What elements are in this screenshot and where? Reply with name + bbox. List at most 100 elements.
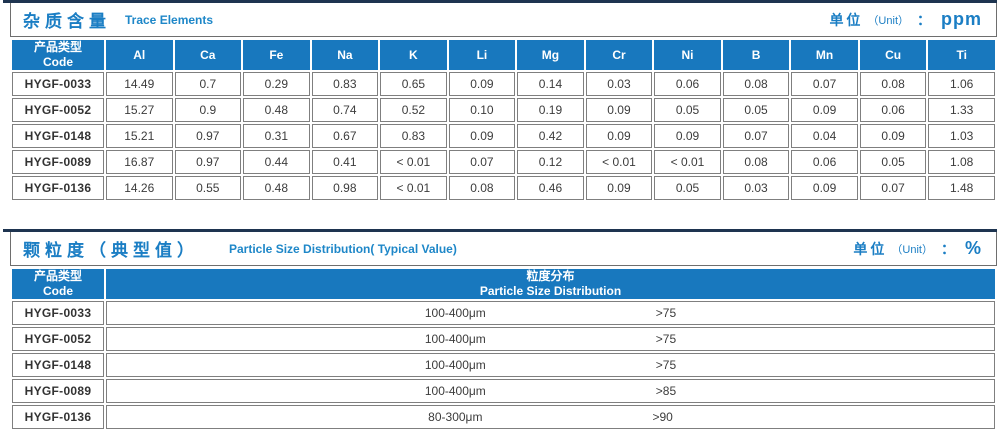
column-header-code-en: Code <box>43 284 73 298</box>
unit-label-zh: 单位 <box>829 11 864 28</box>
code-cell: HYGF-0089 <box>12 379 104 403</box>
value-cell: 14.26 <box>106 176 173 200</box>
value-cell: 0.09 <box>654 124 721 148</box>
value-cell: 0.42 <box>517 124 584 148</box>
column-header-code-en: Code <box>43 55 73 69</box>
value-cell: 0.05 <box>654 98 721 122</box>
column-header-code-zh: 产品类型 <box>33 40 82 54</box>
value-cell: 0.14 <box>517 72 584 96</box>
unit-indicator: 单位 （Unit） ： ppm <box>829 9 982 30</box>
column-header-mn: Mn <box>791 40 858 70</box>
particle-size-title-bar: 颗粒度（典型值） Particle Size Distribution( Typ… <box>10 232 997 266</box>
value-cell: 0.48 <box>243 176 310 200</box>
value-cell: 0.09 <box>791 176 858 200</box>
value-cell: 0.09 <box>791 98 858 122</box>
value-cell: 0.09 <box>585 98 653 122</box>
value-cell: 0.06 <box>859 98 927 122</box>
value-cell: 16.87 <box>106 150 173 174</box>
value-cell: 0.19 <box>517 98 584 122</box>
code-cell: HYGF-0136 <box>12 176 104 200</box>
distribution-cell: 100-400μm >75 <box>106 301 995 325</box>
section-title-en: Particle Size Distribution( Typical Valu… <box>229 241 457 256</box>
section-top-accent-bar <box>3 0 997 3</box>
table-row: HYGF-0136 80-300μm >90 <box>12 405 995 429</box>
trace-elements-section: 杂质含量 Trace Elements 单位 （Unit） ： ppm 产品类型… <box>3 0 997 202</box>
value-cell: 0.29 <box>243 72 310 96</box>
trace-elements-table: 产品类型 Code Al Ca Fe Na K Li Mg Cr Ni B Mn… <box>10 38 997 202</box>
table-row: HYGF-0052 15.27 0.9 0.48 0.74 0.52 0.10 … <box>12 98 995 122</box>
size-percentage: >75 <box>655 358 677 372</box>
column-header-na: Na <box>311 40 379 70</box>
distribution-cell: 80-300μm >90 <box>106 405 995 429</box>
value-cell: 0.31 <box>243 124 310 148</box>
value-cell: 0.03 <box>722 176 790 200</box>
size-percentage: >90 <box>652 410 673 424</box>
code-cell: HYGF-0148 <box>12 124 104 148</box>
column-header-ti: Ti <box>928 40 995 70</box>
value-cell: 0.07 <box>791 72 858 96</box>
code-cell: HYGF-0089 <box>12 150 104 174</box>
value-cell: 0.09 <box>585 176 653 200</box>
value-cell: 0.07 <box>859 176 927 200</box>
column-header-cr: Cr <box>585 40 653 70</box>
section-title: 颗粒度（典型值） Particle Size Distribution( Typ… <box>23 236 457 261</box>
column-header-ca: Ca <box>174 40 242 70</box>
code-cell: HYGF-0052 <box>12 327 104 351</box>
value-cell: 0.41 <box>311 150 379 174</box>
value-cell: 1.03 <box>928 124 995 148</box>
value-cell: 0.7 <box>174 72 242 96</box>
section-title: 杂质含量 Trace Elements <box>23 7 213 32</box>
column-header-distribution-en: Particle Size Distribution <box>479 284 622 298</box>
code-cell: HYGF-0052 <box>12 98 104 122</box>
value-cell: 14.49 <box>106 72 173 96</box>
section-title-en: Trace Elements <box>125 12 214 27</box>
value-cell: 0.08 <box>448 176 516 200</box>
size-percentage: >75 <box>655 306 677 320</box>
value-cell: < 0.01 <box>585 150 653 174</box>
value-cell: 0.55 <box>174 176 242 200</box>
column-header-b: B <box>722 40 790 70</box>
value-cell: 0.05 <box>654 176 721 200</box>
size-range: 100-400μm <box>424 384 486 398</box>
table-header-row: 产品类型 Code Al Ca Fe Na K Li Mg Cr Ni B Mn… <box>12 40 995 70</box>
unit-label-zh: 单位 <box>853 240 888 257</box>
size-range: 80-300μm <box>428 410 483 424</box>
unit-label-en: （Unit） <box>867 15 909 27</box>
value-cell: 0.07 <box>448 150 516 174</box>
unit-indicator: 单位 （Unit） ： % <box>853 238 982 259</box>
value-cell: 1.08 <box>928 150 995 174</box>
size-percentage: >75 <box>655 332 677 346</box>
table-row: HYGF-0052 100-400μm >75 <box>12 327 995 351</box>
value-cell: 0.97 <box>174 124 242 148</box>
value-cell: 0.05 <box>722 98 790 122</box>
value-cell: 0.83 <box>380 124 447 148</box>
size-range: 100-400μm <box>424 358 486 372</box>
value-cell: 0.09 <box>448 124 516 148</box>
value-cell: 0.08 <box>859 72 927 96</box>
code-cell: HYGF-0033 <box>12 72 104 96</box>
code-cell: HYGF-0033 <box>12 301 104 325</box>
value-cell: 0.06 <box>654 72 721 96</box>
size-range: 100-400μm <box>424 332 486 346</box>
table-row: HYGF-0033 100-400μm >75 <box>12 301 995 325</box>
table-row: HYGF-0089 16.87 0.97 0.44 0.41 < 0.01 0.… <box>12 150 995 174</box>
value-cell: 0.09 <box>859 124 927 148</box>
section-title-zh: 杂质含量 <box>23 12 111 31</box>
value-cell: 0.65 <box>380 72 447 96</box>
particle-size-section: 颗粒度（典型值） Particle Size Distribution( Typ… <box>3 229 997 431</box>
column-header-cu: Cu <box>859 40 927 70</box>
unit-colon: ： <box>917 11 931 28</box>
value-cell: 1.48 <box>928 176 995 200</box>
particle-size-table: 产品类型 Code 粒度分布 Particle Size Distributio… <box>10 267 997 431</box>
value-cell: 0.44 <box>243 150 310 174</box>
table-row: HYGF-0148 15.21 0.97 0.31 0.67 0.83 0.09… <box>12 124 995 148</box>
value-cell: 0.97 <box>174 150 242 174</box>
value-cell: 0.08 <box>722 72 790 96</box>
value-cell: 1.06 <box>928 72 995 96</box>
unit-label-en: （Unit） <box>891 244 933 256</box>
value-cell: 15.27 <box>106 98 173 122</box>
size-range: 100-400μm <box>424 306 486 320</box>
value-cell: 0.05 <box>859 150 927 174</box>
table-row: HYGF-0033 14.49 0.7 0.29 0.83 0.65 0.09 … <box>12 72 995 96</box>
value-cell: < 0.01 <box>654 150 721 174</box>
